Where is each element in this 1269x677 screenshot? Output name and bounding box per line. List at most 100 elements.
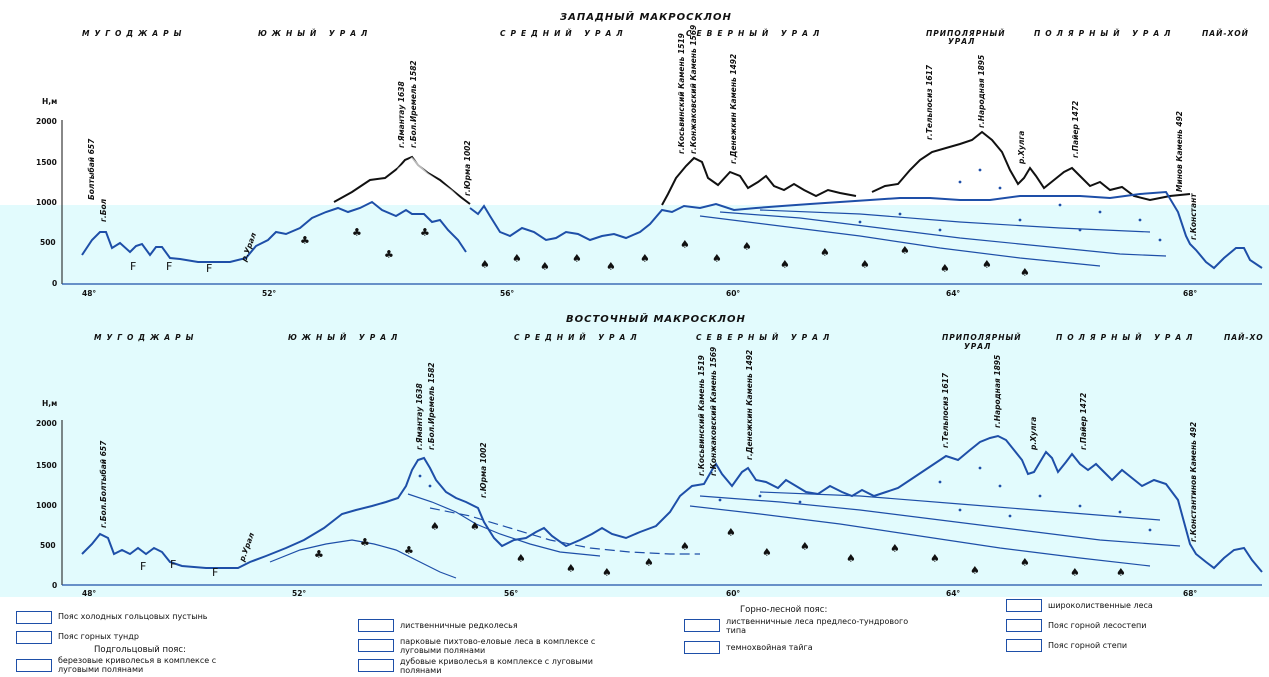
svg-text:♠: ♠ (640, 252, 650, 265)
peak-label: р.Хулга (1029, 417, 1038, 451)
svg-text:♠: ♠ (1070, 566, 1080, 579)
x-tick: 52° (292, 589, 306, 598)
eastern-slope-profile: ВОСТОЧНЫЙ МАКРОСКЛОН МУГОДЖАРЫ ЮЖНЫЙ УРА… (0, 300, 1269, 600)
x-tick: 64° (946, 589, 960, 598)
x-tick: 48° (82, 589, 96, 598)
region-label: СЕВЕРНЫЙ УРАЛ (686, 29, 824, 38)
region-label: МУГОДЖАРЫ (82, 29, 186, 38)
peak-label: г.Денежкин Камень 1492 (745, 350, 754, 460)
peak-label: р.Хулга (1017, 131, 1026, 165)
y-tick: 500 (40, 238, 56, 247)
svg-text:♠: ♠ (606, 260, 616, 273)
steppe-swatch (1006, 639, 1042, 652)
legend-label: Пояс горной лесостепи (1048, 621, 1147, 630)
peak-label: г.Юрма 1002 (463, 140, 472, 196)
svg-text:♠: ♠ (860, 258, 870, 271)
svg-text:♠: ♠ (712, 252, 722, 265)
svg-text:♠: ♠ (1020, 556, 1030, 569)
svg-text:♠: ♠ (762, 546, 772, 559)
peak-label: г.Денежкин Камень 1492 (729, 54, 738, 164)
peak-label: г.Бол.Иремель 1582 (409, 60, 418, 148)
y-tick: 1000 (36, 501, 57, 510)
svg-text:♠: ♠ (680, 540, 690, 553)
x-tick: 60° (726, 289, 740, 298)
y-tick: 500 (40, 541, 56, 550)
svg-text:♠: ♠ (512, 252, 522, 265)
region-label: ПРИПОЛЯРНЫЙ (926, 29, 1006, 38)
y-tick: 2000 (36, 419, 57, 428)
upper-alpine-belt-fill (380, 157, 462, 200)
svg-text:♠: ♠ (572, 252, 582, 265)
svg-text:♠: ♠ (726, 526, 736, 539)
x-tick: 68° (1183, 589, 1197, 598)
region-label: ПАЙ-ХО (1224, 333, 1264, 342)
x-tick: 56° (500, 289, 514, 298)
legend-label: парковые пихтово-еловые леса в комплексе… (400, 637, 596, 655)
legend-label: лиственничные редколесья (400, 621, 518, 630)
svg-text:F: F (206, 262, 212, 275)
peak-label: г.Пайер 1472 (1079, 393, 1088, 450)
fir-spruce-swatch (358, 639, 394, 652)
legend-label: широколиственные леса (1048, 601, 1153, 610)
x-tick: 60° (726, 589, 740, 598)
region-label: СРЕДНИЙ УРАЛ (500, 29, 628, 38)
peak-label: г.Бол.Иремель 1582 (427, 362, 436, 450)
region-label: ПОЛЯРНЫЙ УРАЛ (1034, 29, 1175, 38)
lower-terrain-outline (81, 190, 1263, 270)
peak-label: г.Юрма 1002 (479, 442, 488, 498)
svg-text:♣: ♣ (420, 226, 430, 239)
forest-steppe-swatch (1006, 619, 1042, 632)
legend-group-title: Подгольцовый пояс: (94, 645, 186, 655)
x-tick: 48° (82, 289, 96, 298)
birch-swatch (16, 659, 52, 672)
tundra-dot-pattern (418, 466, 1152, 532)
region-label: МУГОДЖАРЫ (94, 333, 198, 342)
region-label: СЕВЕРНЫЙ УРАЛ (696, 333, 834, 342)
region-label: УРАЛ (948, 37, 975, 46)
svg-text:♣: ♣ (300, 234, 310, 247)
panel-title: ВОСТОЧНЫЙ МАКРОСКЛОН (566, 312, 746, 325)
region-label: ЮЖНЫЙ УРАЛ (258, 29, 372, 38)
western-slope-profile: ЗАПАДНЫЙ МАКРОСКЛОН МУГОДЖАРЫ ЮЖНЫЙ УРАЛ… (0, 10, 1269, 300)
oak-swatch (358, 659, 394, 672)
peak-label: г.Бол.Болтыбай 657 (99, 440, 108, 528)
background-fill (0, 300, 1269, 600)
y-tick: 2000 (36, 117, 57, 126)
svg-text:♣: ♣ (314, 548, 324, 561)
svg-text:♠: ♠ (680, 238, 690, 251)
y-tick: 0 (52, 279, 57, 288)
forest-belt-line (699, 209, 1167, 267)
y-tick: 0 (52, 581, 57, 590)
region-label: ЮЖНЫЙ УРАЛ (288, 333, 402, 342)
y-axis-label: Н,м (42, 399, 57, 408)
peak-label: г.Пайер 1472 (1071, 101, 1080, 158)
svg-text:F: F (130, 260, 136, 273)
svg-text:♠: ♠ (982, 258, 992, 271)
svg-text:♠: ♠ (602, 566, 612, 579)
svg-text:♠: ♠ (846, 552, 856, 565)
larch-sparse-swatch (358, 619, 394, 632)
region-label: ПОЛЯРНЫЙ УРАЛ (1056, 333, 1197, 342)
peak-label: Минов Камень 492 (1175, 111, 1184, 192)
panel-title: ЗАПАДНЫЙ МАКРОСКЛОН (560, 10, 732, 23)
svg-text:♣: ♣ (384, 248, 394, 261)
svg-text:♠: ♠ (970, 564, 980, 577)
svg-text:♠: ♠ (1020, 266, 1030, 279)
y-axis-label: Н,м (42, 97, 57, 106)
svg-text:F: F (212, 566, 218, 579)
svg-text:♠: ♠ (540, 260, 550, 273)
peak-label: г.Бол (99, 198, 108, 222)
terrain-outline (81, 434, 1263, 573)
peak-label: г.Тельпосиз 1617 (925, 64, 934, 140)
legend-label: дубовые криволесья в комплексе с луговым… (400, 657, 593, 675)
peak-label: г.Косьвинский Камень 1519 (697, 355, 706, 476)
svg-text:♣: ♣ (404, 544, 414, 557)
peak-label: г.Константинов Камень 492 (1189, 422, 1198, 542)
svg-text:♣: ♣ (352, 226, 362, 239)
x-tick: 68° (1183, 289, 1197, 298)
svg-text:♠: ♠ (566, 562, 576, 575)
region-label: ПАЙ-ХОЙ (1202, 29, 1249, 38)
svg-text:♣: ♣ (360, 536, 370, 549)
legend-label: лиственничные леса предлесо-тундрового т… (726, 617, 909, 635)
dashed-boundary-line (429, 507, 700, 555)
